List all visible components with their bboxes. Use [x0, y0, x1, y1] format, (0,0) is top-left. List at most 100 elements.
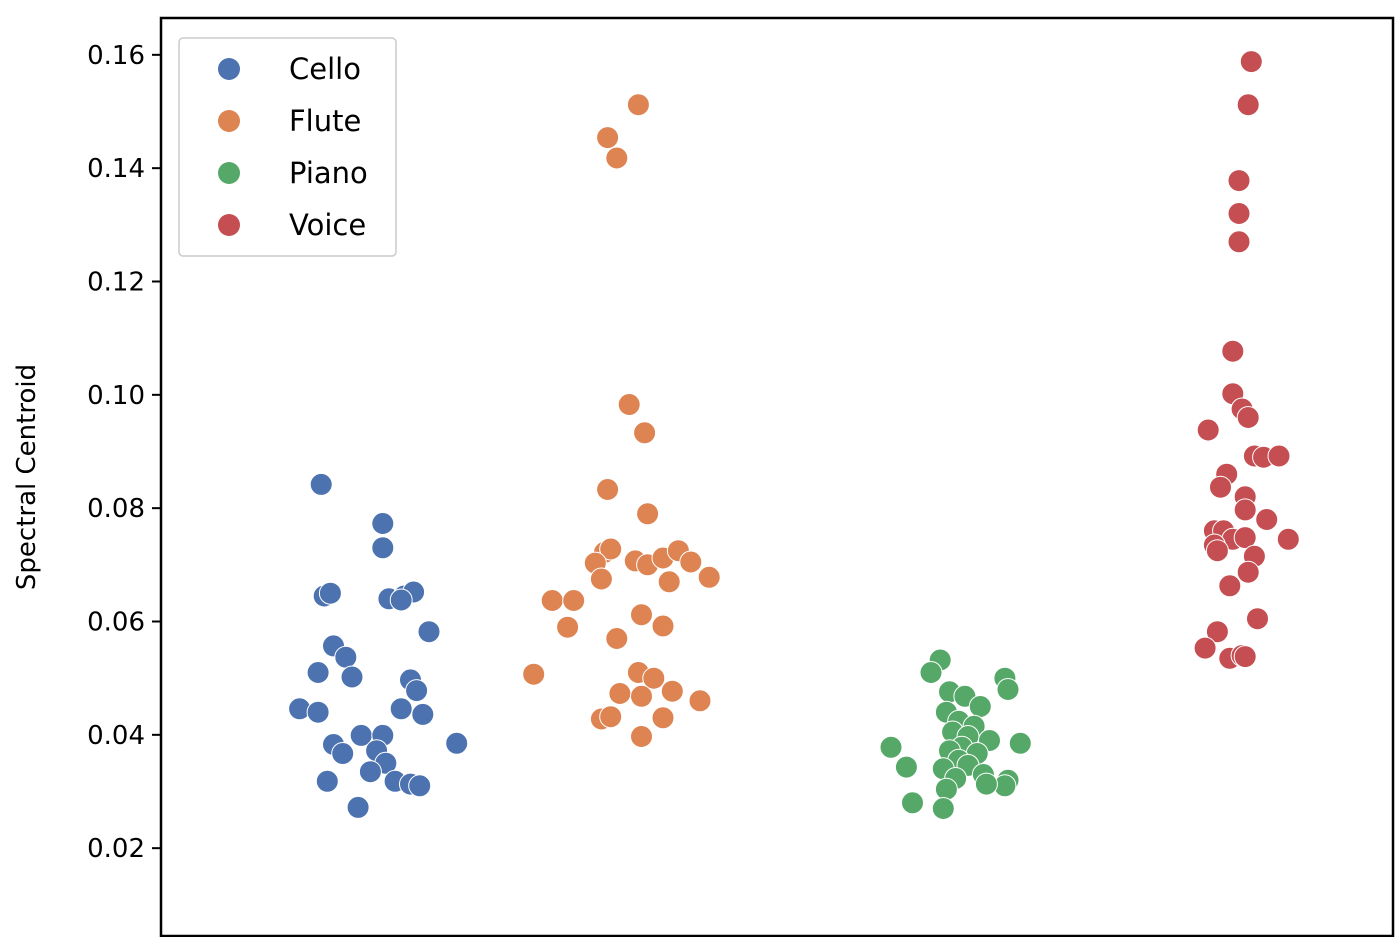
y-tick-label: 0.08	[87, 494, 145, 524]
data-point-flute	[633, 421, 657, 445]
data-point-cello	[346, 795, 370, 819]
data-point-piano	[879, 735, 903, 759]
legend: Cello Flute Piano Voice	[178, 37, 397, 257]
data-point-cello	[371, 512, 395, 535]
legend-marker-flute	[218, 110, 240, 132]
y-tick-label: 0.14	[87, 154, 145, 184]
data-point-flute	[599, 537, 623, 561]
data-point-flute	[642, 666, 666, 690]
data-point-voice	[1205, 539, 1229, 563]
data-point-flute	[608, 682, 632, 705]
data-point-flute	[605, 146, 629, 170]
data-point-voice	[1218, 574, 1242, 598]
data-point-voice	[1233, 526, 1257, 550]
y-tick-label: 0.12	[87, 268, 145, 298]
data-point-flute	[657, 570, 681, 594]
data-point-voice	[1196, 418, 1220, 442]
plot-area-frame	[159, 16, 1395, 937]
y-tick-label: 0.04	[87, 721, 145, 751]
series-piano	[879, 648, 1032, 820]
data-point-voice	[1227, 230, 1251, 254]
data-point-voice	[1205, 620, 1229, 644]
data-point-flute	[596, 126, 620, 150]
series-cello	[288, 472, 469, 819]
data-point-piano	[931, 797, 955, 820]
data-point-flute	[636, 502, 660, 526]
data-point-flute	[589, 567, 613, 591]
data-point-flute	[599, 705, 623, 729]
data-point-voice	[1236, 560, 1260, 584]
data-points	[288, 50, 1300, 820]
data-point-flute	[562, 589, 586, 612]
data-point-cello	[334, 645, 358, 669]
data-point-voice	[1267, 444, 1291, 468]
data-point-voice	[1227, 169, 1251, 193]
data-point-cello	[417, 620, 441, 644]
data-point-voice	[1239, 50, 1263, 74]
data-point-flute	[660, 679, 684, 703]
data-point-flute	[630, 725, 653, 748]
data-point-flute	[617, 393, 641, 416]
data-point-flute	[605, 627, 629, 650]
data-point-flute	[556, 615, 580, 639]
series-voice	[1193, 50, 1300, 670]
data-point-voice	[1209, 475, 1232, 499]
y-axis: 0.02 0.04 0.06 0.08 0.10 0.12 0.14 0.16	[87, 41, 161, 864]
data-point-flute	[651, 614, 675, 638]
data-point-voice	[1255, 508, 1279, 531]
data-point-voice	[1221, 339, 1245, 363]
data-point-piano	[996, 678, 1020, 701]
data-point-voice	[1233, 498, 1257, 522]
data-point-piano	[1008, 731, 1032, 755]
y-tick-label: 0.10	[87, 381, 145, 411]
legend-label-voice: Voice	[289, 208, 366, 242]
data-point-flute	[651, 706, 675, 730]
data-point-cello	[371, 536, 395, 560]
data-point-cello	[309, 472, 333, 496]
legend-marker-voice	[218, 214, 240, 236]
legend-label-cello: Cello	[289, 52, 361, 86]
y-tick-label: 0.06	[87, 608, 145, 638]
data-point-cello	[405, 679, 429, 703]
data-point-flute	[522, 662, 546, 686]
data-point-cello	[331, 742, 355, 765]
series-flute	[522, 93, 721, 748]
data-point-flute	[630, 684, 653, 708]
legend-marker-cello	[218, 58, 240, 80]
data-point-flute	[540, 589, 564, 612]
y-axis-label: Spectral Centroid	[12, 364, 42, 590]
data-point-voice	[1236, 406, 1260, 429]
legend-marker-piano	[218, 162, 240, 184]
data-point-piano	[934, 777, 958, 801]
data-point-cello	[315, 769, 339, 793]
y-tick-label: 0.16	[87, 41, 145, 71]
data-point-cello	[445, 731, 469, 755]
data-point-voice	[1193, 636, 1217, 660]
data-point-flute	[596, 478, 620, 501]
data-point-flute	[630, 603, 653, 627]
data-point-flute	[626, 93, 650, 117]
data-point-piano	[974, 772, 998, 796]
data-point-voice	[1246, 607, 1269, 631]
data-point-flute	[697, 565, 721, 589]
data-point-voice	[1227, 202, 1251, 225]
data-point-voice	[1233, 645, 1257, 669]
data-point-cello	[306, 661, 330, 684]
data-point-flute	[679, 550, 703, 574]
data-point-cello	[411, 702, 435, 726]
data-point-cello	[389, 697, 413, 721]
data-point-cello	[306, 700, 330, 724]
data-point-cello	[318, 581, 342, 605]
data-point-voice	[1236, 93, 1260, 117]
data-point-cello	[358, 760, 382, 784]
legend-box	[178, 37, 397, 257]
data-point-cello	[408, 774, 432, 798]
data-point-cello	[340, 665, 364, 689]
data-point-piano	[919, 661, 943, 684]
y-tick-label: 0.02	[87, 834, 145, 864]
data-point-piano	[901, 791, 924, 815]
data-point-piano	[968, 695, 992, 718]
data-point-flute	[688, 689, 712, 713]
data-point-piano	[894, 755, 918, 779]
